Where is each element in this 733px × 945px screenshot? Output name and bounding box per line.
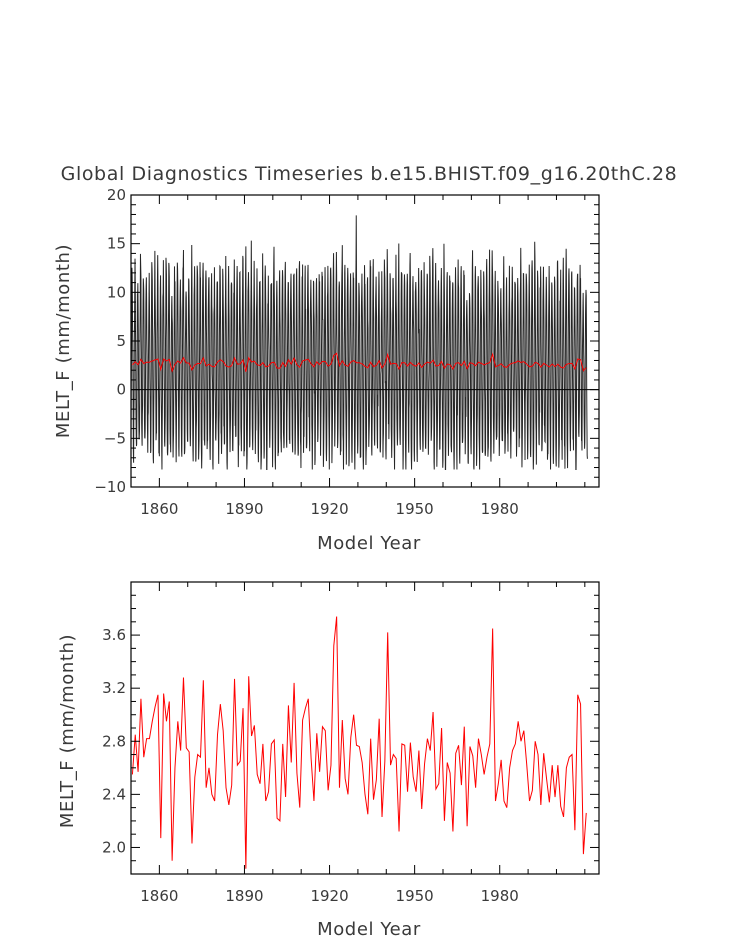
top-y-axis-label: MELT_F (mm/month) [53, 244, 74, 438]
top-panel: Global Diagnostics Timeseries b.e15.BHIS… [53, 163, 677, 554]
annual-mean-series [131, 616, 587, 869]
top-plot-frame [130, 194, 600, 488]
bottom-x-axis-label: Model Year [317, 919, 421, 940]
x-tick-label: 1920 [310, 887, 348, 905]
y-tick-label: 2.8 [102, 732, 126, 750]
top-y-tick-labels: −10 −5 0 5 10 15 20 [94, 186, 126, 496]
x-tick-label: 1950 [396, 887, 434, 905]
x-tick-label: 1890 [225, 887, 263, 905]
y-tick-label: 5 [116, 332, 126, 350]
y-tick-label: 0 [116, 381, 126, 399]
x-tick-label: 1980 [481, 887, 519, 905]
x-tick-label: 1860 [140, 887, 178, 905]
bottom-x-tick-labels: 1860 1890 1920 1950 1980 [140, 887, 519, 905]
monthly-series [130, 215, 588, 470]
chart-title: Global Diagnostics Timeseries b.e15.BHIS… [61, 163, 678, 185]
monthly-series-line [130, 215, 588, 470]
bottom-panel: 2.0 2.4 2.8 3.2 3.6 1860 1890 1920 1950 1980 Mod… [57, 581, 600, 940]
top-x-axis-label: Model Year [317, 533, 421, 554]
x-tick-label: 1920 [310, 500, 348, 518]
y-tick-label: 3.2 [102, 679, 126, 697]
y-tick-label: 2.0 [102, 838, 126, 856]
bottom-y-tick-labels: 2.0 2.4 2.8 3.2 3.6 [102, 626, 126, 856]
y-tick-label: 15 [107, 235, 126, 253]
y-tick-label: 3.6 [102, 626, 126, 644]
annual-mean-line [131, 616, 587, 869]
y-tick-label: −10 [94, 478, 126, 496]
y-tick-label: −5 [104, 429, 126, 447]
bottom-y-axis-label: MELT_F (mm/month) [57, 634, 78, 828]
annual-mean-series [132, 352, 587, 373]
annual-mean-line [132, 352, 587, 373]
y-tick-label: 10 [107, 283, 126, 301]
x-tick-label: 1950 [396, 500, 434, 518]
y-tick-label: 20 [107, 186, 126, 204]
x-tick-label: 1890 [225, 500, 263, 518]
bottom-plot-frame [130, 581, 600, 875]
y-tick-label: 2.4 [102, 785, 126, 803]
x-tick-label: 1860 [140, 500, 178, 518]
x-tick-label: 1980 [481, 500, 519, 518]
top-x-tick-labels: 1860 1890 1920 1950 1980 [140, 500, 519, 518]
